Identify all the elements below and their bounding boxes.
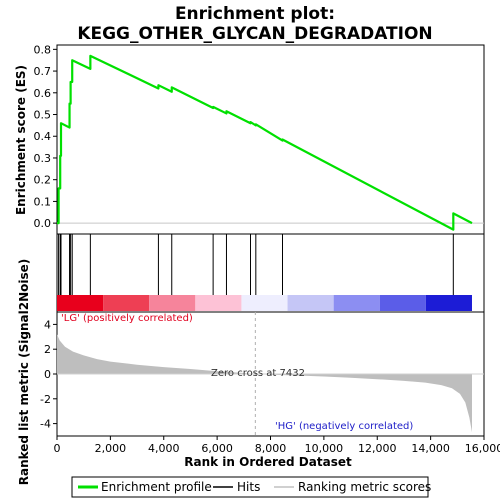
es-y-tick-label: 0.2 bbox=[34, 174, 52, 187]
x-tick-label: 12,000 bbox=[358, 442, 397, 455]
heatbar-segment bbox=[149, 295, 196, 311]
x-tick-label: 8,000 bbox=[255, 442, 287, 455]
metric-y-tick-label: -4 bbox=[40, 418, 51, 431]
heatbar-segment bbox=[103, 295, 150, 311]
negative-correlation-label: 'HG' (negatively correlated) bbox=[275, 421, 413, 432]
es-y-tick-label: 0.0 bbox=[34, 217, 52, 230]
x-tick-label: 10,000 bbox=[305, 442, 344, 455]
heatbar-segment bbox=[287, 295, 334, 311]
chart-title-line2: KEGG_OTHER_GLYCAN_DEGRADATION bbox=[77, 24, 432, 44]
x-tick-label: 14,000 bbox=[411, 442, 450, 455]
x-tick-label: 4,000 bbox=[148, 442, 180, 455]
x-axis-label: Rank in Ordered Dataset bbox=[184, 455, 352, 469]
x-tick-label: 2,000 bbox=[95, 442, 127, 455]
heatbar-segment bbox=[241, 295, 288, 311]
es-y-tick-label: 0.7 bbox=[34, 65, 52, 78]
es-y-tick-label: 0.1 bbox=[34, 195, 52, 208]
legend-ranking-metric: Ranking metric scores bbox=[298, 480, 431, 494]
metric-y-tick-label: -2 bbox=[40, 393, 51, 406]
heatbar-segment bbox=[57, 295, 104, 311]
es-y-axis-label: Enrichment score (ES) bbox=[14, 65, 28, 215]
legend-enrichment-profile: Enrichment profile bbox=[101, 480, 212, 494]
heatbar-segment bbox=[333, 295, 380, 311]
metric-y-tick-label: 4 bbox=[44, 318, 51, 331]
legend-box bbox=[71, 476, 429, 498]
metric-y-tick-label: 2 bbox=[44, 343, 51, 356]
x-tick-label: 16,000 bbox=[465, 442, 500, 455]
metric-y-axis-label: Ranked list metric (Signal2Noise) bbox=[17, 259, 31, 486]
es-y-tick-label: 0.6 bbox=[34, 87, 52, 100]
heatbar-segment bbox=[425, 295, 472, 311]
es-y-tick-label: 0.4 bbox=[34, 130, 52, 143]
es-y-tick-label: 0.5 bbox=[34, 109, 52, 122]
enrichment-profile-line bbox=[57, 54, 473, 231]
es-y-tick-label: 0.8 bbox=[34, 43, 52, 56]
positive-correlation-label: 'LG' (positively correlated) bbox=[61, 313, 193, 324]
chart-title-line1: Enrichment plot: bbox=[175, 4, 335, 24]
heatbar-segment bbox=[195, 295, 242, 311]
metric-y-tick-label: 0 bbox=[44, 368, 51, 381]
es-y-tick-label: 0.3 bbox=[34, 152, 52, 165]
heatbar-segment bbox=[379, 295, 426, 311]
x-tick-label: 6,000 bbox=[201, 442, 233, 455]
es-panel bbox=[56, 44, 485, 235]
x-tick-label: 0 bbox=[54, 442, 61, 455]
zero-cross-label: Zero cross at 7432 bbox=[211, 368, 305, 379]
legend-hits: Hits bbox=[237, 480, 260, 494]
